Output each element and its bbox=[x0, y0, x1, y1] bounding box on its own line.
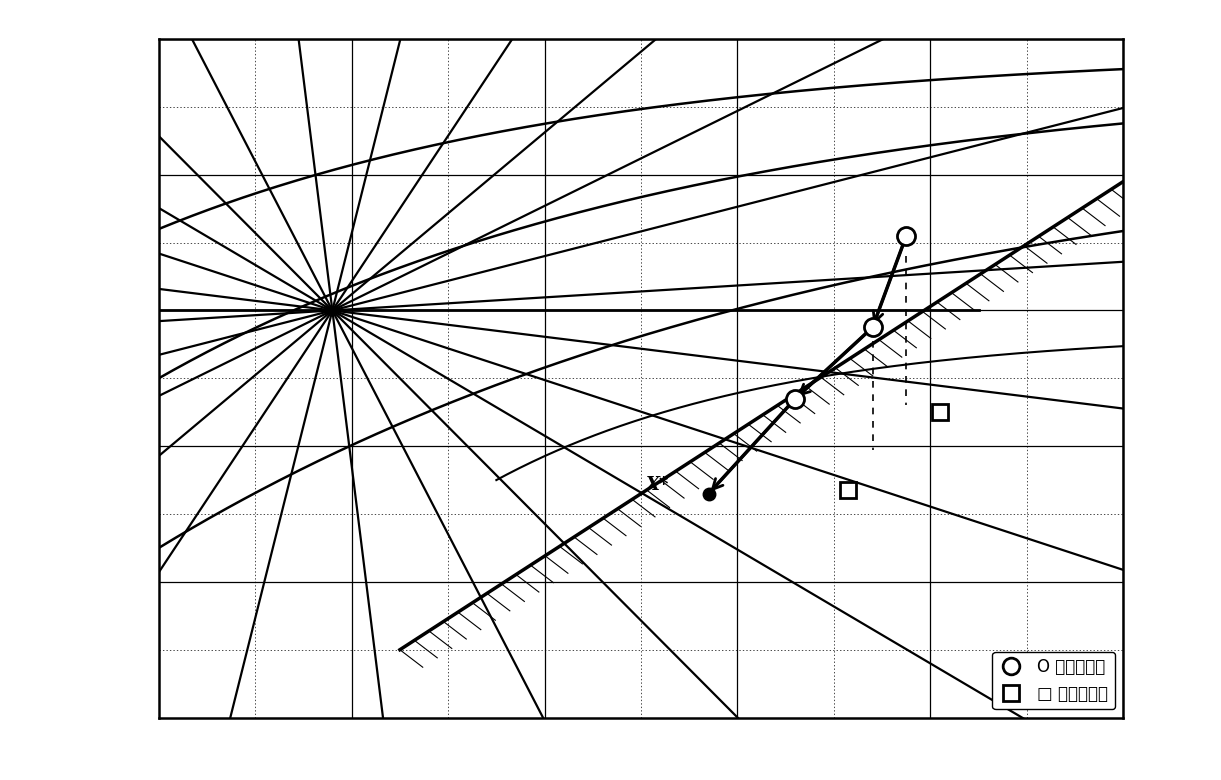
Legend: O 可行迭代点, □ 过渡迭代点: O 可行迭代点, □ 过渡迭代点 bbox=[993, 651, 1115, 709]
Text: X*: X* bbox=[646, 477, 669, 495]
